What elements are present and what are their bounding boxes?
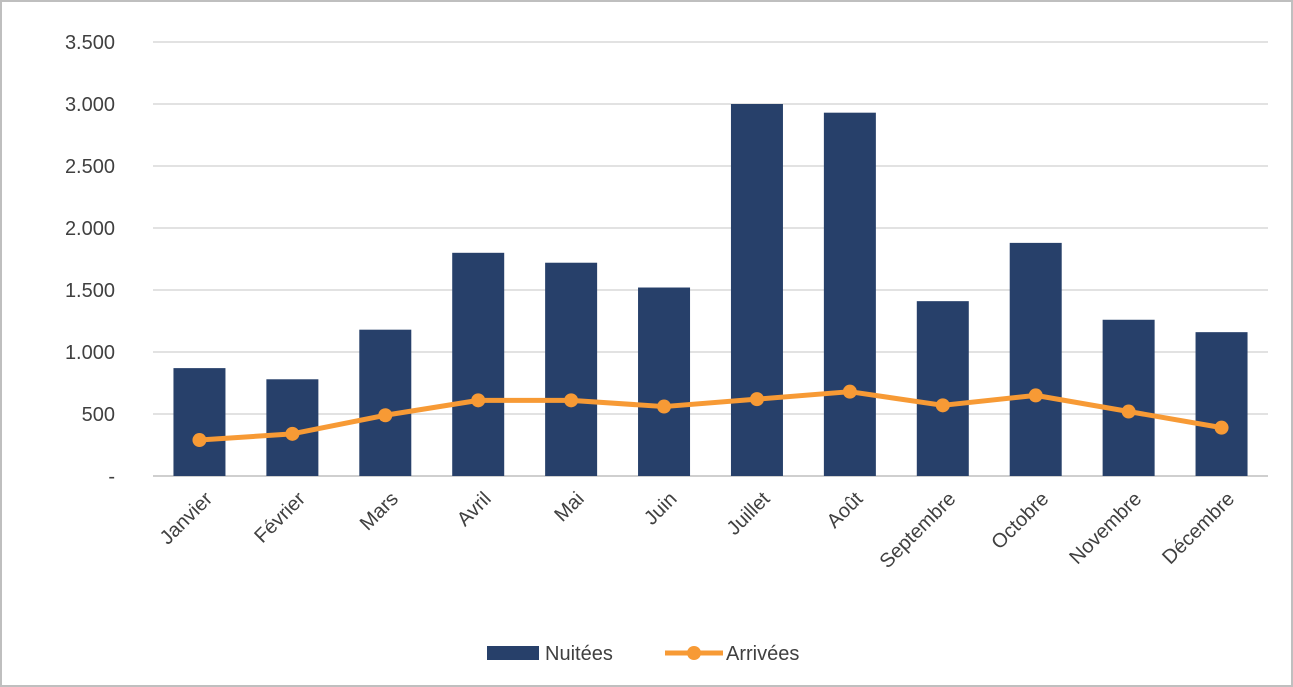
x-tick-label: Avril [453,488,496,531]
line-point [657,399,672,414]
x-tick-label: Mars [356,488,403,535]
bar [452,252,505,476]
line-point [285,426,300,441]
bar-series [173,104,1248,477]
bar [638,287,691,476]
y-tick-label: 3.500 [65,32,115,54]
legend-marker-line [687,646,701,660]
bar [730,104,783,476]
bar [1195,332,1248,476]
legend: Nuitées Arrivées [487,643,799,665]
y-tick-label: 1.500 [65,280,115,302]
bar [823,112,876,477]
line-point [842,384,857,399]
line-series [192,384,1229,448]
y-tick-label: 3.000 [65,94,115,116]
legend-label-bar: Nuitées [545,643,613,665]
x-tick-label: Novembre [1065,488,1146,569]
bar [1009,242,1062,476]
legend-swatch-bar [487,646,539,660]
x-tick-label: Juin [640,488,682,530]
x-tick-label: Septembre [876,488,961,573]
legend-label-line: Arrivées [726,643,799,665]
line-point [935,398,950,413]
y-tick-label: 2.000 [65,218,115,240]
bar [359,329,412,476]
line-point [1214,420,1229,435]
line-point [192,433,207,448]
line-point [471,393,486,408]
x-tick-label: Décembre [1158,488,1239,569]
x-tick-label: Août [823,488,868,533]
line-point [749,392,764,407]
line-point [564,393,579,408]
x-tick-label: Janvier [156,488,217,549]
x-tick-label: Juillet [723,488,775,540]
x-tick-label: Octobre [987,488,1053,554]
y-tick-label: - [108,466,115,488]
line-path [199,389,1222,443]
bar [545,262,598,476]
bar [173,368,226,476]
x-axis: Janvier Février Mars Avril Mai Juin Juillet Aoû… [156,488,1239,573]
x-tick-label: Mai [550,488,588,526]
bar [916,301,969,476]
y-tick-label: 500 [82,404,115,426]
line-point [378,408,393,423]
x-tick-label: Février [250,488,310,548]
y-axis: - 500 1.000 1.500 2.000 2.500 3.000 3.500 [65,32,115,488]
y-tick-label: 1.000 [65,342,115,364]
line-point [1121,404,1136,419]
y-tick-label: 2.500 [65,156,115,178]
bar [1102,319,1155,476]
gridlines [153,41,1268,477]
line-point [1028,388,1043,403]
